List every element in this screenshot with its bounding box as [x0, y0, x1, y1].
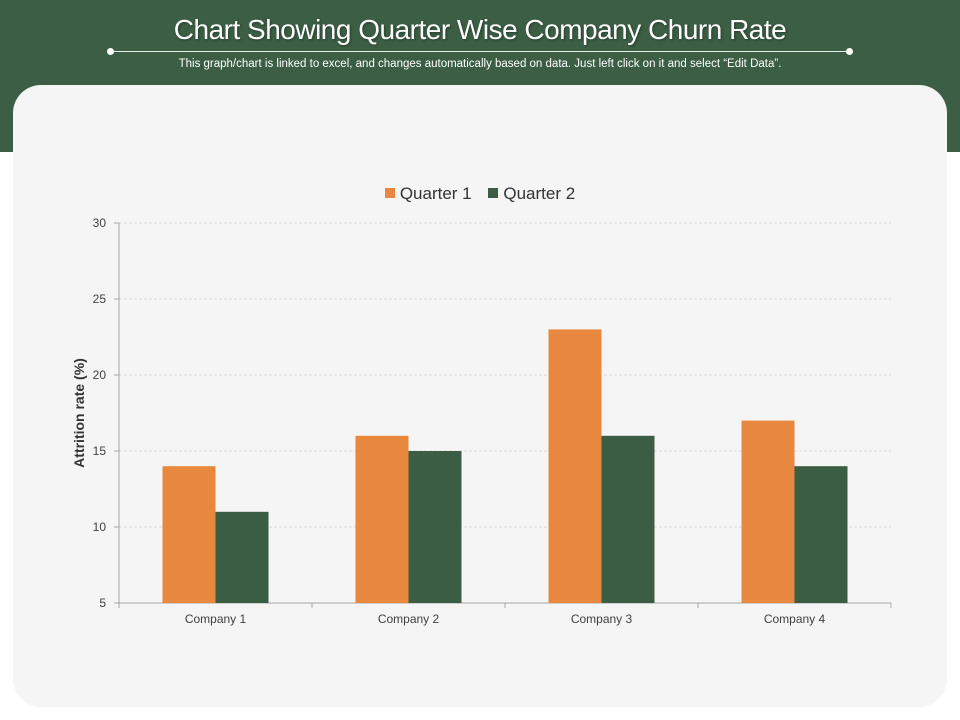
x-tick-label: Company 1: [185, 612, 247, 626]
y-tick-label: 15: [93, 444, 107, 458]
bar-quarter-2-company-2: [408, 451, 462, 603]
legend-swatch-quarter-2: [488, 188, 499, 198]
page-subtitle: This graph/chart is linked to excel, and…: [178, 58, 782, 70]
bar-quarter-1-company-1: [162, 466, 216, 603]
page-title: Chart Showing Quarter Wise Company Churn…: [173, 14, 787, 45]
legend-label-quarter-2: Quarter 2: [503, 184, 576, 203]
bar-quarter-1-company-3: [548, 329, 602, 603]
legend-item-quarter-2[interactable]: Quarter 2: [488, 184, 575, 204]
x-tick-label: Company 2: [378, 612, 440, 626]
legend-label-quarter-1: Quarter 1: [399, 184, 472, 203]
x-tick-label: Company 3: [571, 612, 633, 626]
y-tick-label: 10: [93, 520, 107, 534]
y-tick-label: 20: [93, 368, 107, 382]
y-tick-label: 25: [93, 292, 107, 306]
title-divider: [111, 51, 849, 52]
x-tick-label: Company 4: [764, 612, 826, 626]
y-tick-label: 5: [99, 596, 106, 610]
legend-item-quarter-1[interactable]: Quarter 1: [384, 184, 472, 204]
legend-swatch-quarter-1: [384, 188, 395, 198]
bar-quarter-2-company-1: [215, 511, 269, 603]
divider-dot-left: [107, 48, 114, 55]
bar-quarter-1-company-2: [355, 435, 409, 603]
divider-dot-right: [846, 48, 853, 55]
y-tick-label: 30: [93, 216, 107, 230]
bar-quarter-2-company-3: [601, 435, 655, 603]
chart-legend: Quarter 1 Quarter 2: [0, 184, 960, 204]
y-axis-label: Attrition rate (%): [71, 358, 87, 468]
bar-quarter-2-company-4: [794, 466, 848, 603]
bar-quarter-1-company-4: [741, 420, 795, 603]
